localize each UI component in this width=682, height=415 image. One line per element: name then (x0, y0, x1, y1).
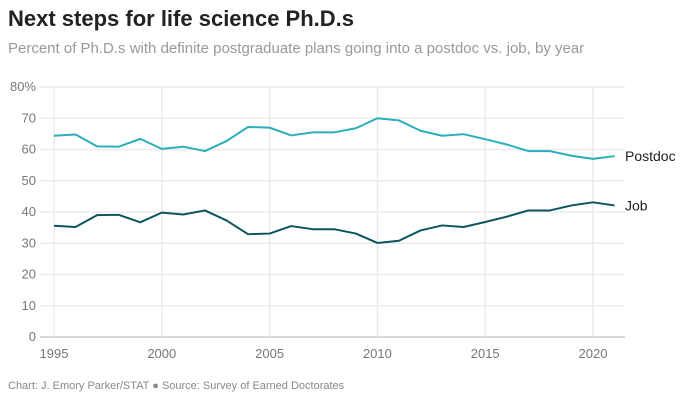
series-line-postdoc (53, 117, 615, 160)
y-tick-label: 0 (29, 329, 36, 344)
y-tick-label: 30 (22, 235, 36, 250)
y-tick-label: 20 (22, 267, 36, 282)
x-tick-label: 2005 (255, 346, 284, 361)
series-line-job (53, 201, 615, 244)
y-tick-label: 60 (22, 142, 36, 157)
y-tick-label: 70 (22, 110, 36, 125)
x-tick-label: 2020 (579, 346, 608, 361)
chart-title: Next steps for life science Ph.D.s (8, 6, 355, 31)
x-tick-label: 2015 (471, 346, 500, 361)
chart-source: Chart: J. Emory Parker/STAT ● Source: Su… (8, 380, 345, 392)
y-tick-label: 50 (22, 173, 36, 188)
x-tick-label: 2000 (147, 346, 176, 361)
x-tick-label: 1995 (40, 346, 69, 361)
x-tick-label: 2010 (363, 346, 392, 361)
y-tick-label: 10 (22, 298, 36, 313)
series-label-postdoc: Postdoc (625, 148, 676, 164)
y-tick-label: 40 (22, 204, 36, 219)
y-tick-label: 80% (10, 79, 36, 94)
chart-subtitle: Percent of Ph.D.s with definite postgrad… (8, 40, 585, 57)
series-label-job: Job (625, 197, 648, 213)
